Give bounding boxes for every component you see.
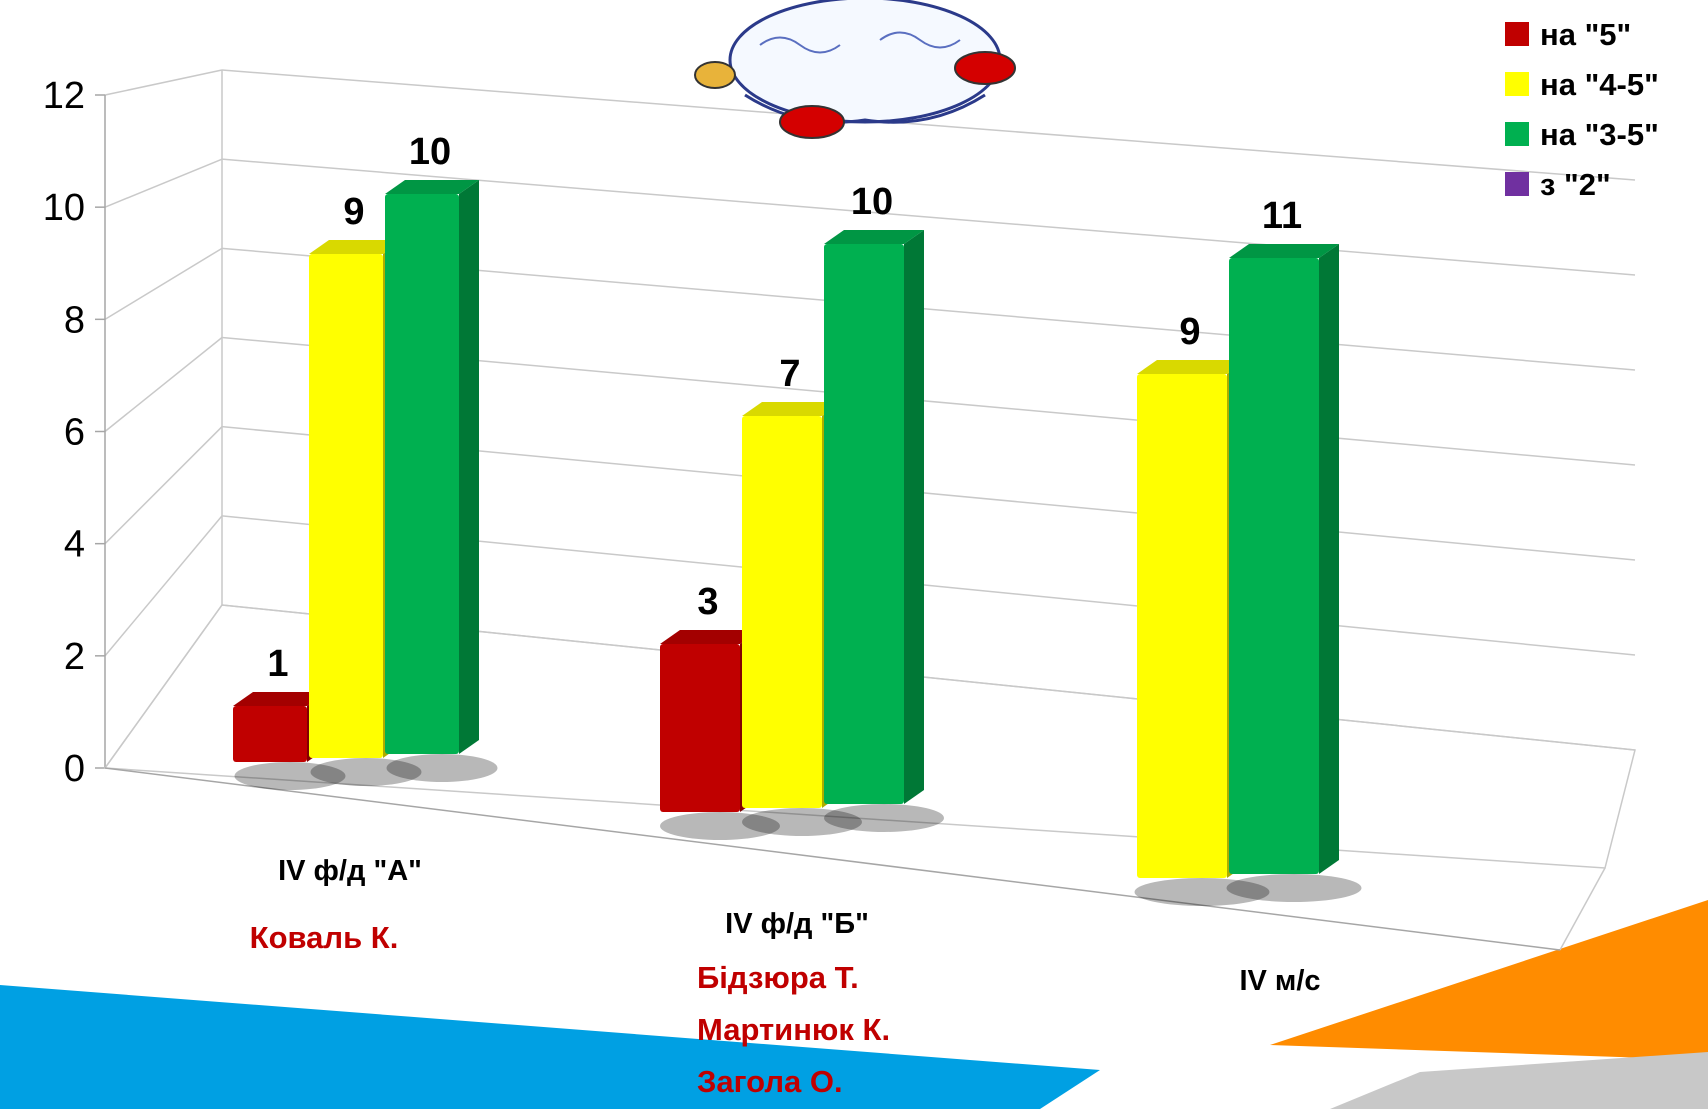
- bar-shadow: [1134, 878, 1270, 906]
- book-hand: [694, 61, 736, 89]
- bar-shadow: [310, 758, 422, 786]
- x-axis-line: [104, 767, 1561, 951]
- y-axis: 0 2 4 6 8 10 12: [43, 75, 85, 790]
- category-note: Загола О.: [697, 1064, 843, 1099]
- banner-gray: [1330, 1052, 1708, 1109]
- data-label: 10: [409, 131, 451, 173]
- bar-top: [233, 692, 327, 706]
- bar-top: [1137, 360, 1247, 374]
- bar-shadow: [234, 762, 346, 790]
- bar: [233, 706, 307, 762]
- x-axis: IV ф/д "А" Коваль К. IV ф/д "Б" Бідзюра Т. М…: [250, 855, 1321, 1099]
- book-shoe: [779, 105, 845, 139]
- banner-orange: [1270, 900, 1708, 1060]
- banner-blue: [0, 985, 1100, 1109]
- x-tick-label: IV м/с: [1239, 965, 1320, 997]
- gridline: [104, 426, 223, 545]
- bar: [742, 416, 822, 808]
- bar: [824, 244, 904, 804]
- data-label: 7: [779, 353, 800, 395]
- data-label: 11: [1262, 195, 1302, 237]
- gridline: [104, 336, 223, 433]
- y-tick-label: 0: [64, 748, 85, 790]
- gridline: [104, 515, 223, 657]
- bar-side: [459, 180, 479, 754]
- y-tick-label: 2: [64, 636, 85, 678]
- bar: [1137, 374, 1227, 878]
- bar-top: [1229, 244, 1339, 258]
- bar-shadow: [742, 808, 862, 836]
- legend-swatch: [1505, 22, 1529, 46]
- bar-top: [824, 230, 924, 244]
- bar-side: [904, 230, 924, 804]
- bar-shadow: [386, 754, 498, 782]
- legend-swatch: [1505, 172, 1529, 196]
- book-spine: [744, 93, 986, 124]
- bar-top: [660, 630, 760, 644]
- bar: [309, 254, 383, 758]
- gridline: [221, 158, 1636, 276]
- data-label: 3: [697, 581, 718, 623]
- bar-top: [385, 180, 479, 194]
- y-tick-label: 12: [43, 75, 85, 117]
- y-tick-label: 10: [43, 187, 85, 229]
- legend-label: на "5": [1540, 17, 1631, 52]
- legend: на "5" на "4-5" на "3-5" з "2": [1505, 17, 1659, 202]
- gridline: [104, 69, 223, 96]
- legend-label: на "3-5": [1540, 117, 1659, 152]
- y-tick-label: 8: [64, 299, 85, 341]
- chart-floor: [103, 604, 1636, 869]
- book-scribbles: [759, 31, 961, 54]
- y-tick-label: 6: [64, 412, 85, 454]
- gridline: [1559, 867, 1606, 951]
- y-tick-label: 4: [64, 524, 85, 566]
- bar-shadow: [660, 812, 780, 840]
- gridline: [104, 247, 223, 320]
- legend-swatch: [1505, 72, 1529, 96]
- legend-label: з "2": [1540, 167, 1611, 202]
- bar: [1229, 258, 1319, 874]
- legend-label: на "4-5": [1540, 67, 1659, 102]
- bar-top: [742, 402, 842, 416]
- bar-top: [309, 240, 403, 254]
- category-note: Бідзюра Т.: [697, 960, 859, 995]
- x-tick-label: IV ф/д "Б": [725, 908, 869, 940]
- gridline: [221, 69, 1636, 181]
- bar: [660, 644, 740, 812]
- bar-series: [233, 180, 1362, 906]
- data-label: 9: [343, 191, 364, 233]
- bar-side: [1319, 244, 1339, 874]
- slide-decoration: [0, 900, 1708, 1109]
- category-note: Коваль К.: [250, 920, 399, 955]
- data-label: 1: [267, 643, 288, 685]
- bar: [385, 194, 459, 754]
- category-note: Мартинюк К.: [697, 1012, 890, 1047]
- cartoon-book-icon: [694, 0, 1016, 139]
- data-label: 9: [1179, 311, 1200, 353]
- legend-swatch: [1505, 122, 1529, 146]
- data-label: 10: [851, 181, 893, 223]
- bar-shadow: [824, 804, 944, 832]
- x-tick-label: IV ф/д "А": [278, 855, 422, 887]
- data-labels: 1 9 10 3 7 10 9 11: [267, 131, 1302, 685]
- gridline: [104, 158, 223, 208]
- bar-shadow: [1226, 874, 1362, 902]
- book-shoe: [954, 51, 1016, 85]
